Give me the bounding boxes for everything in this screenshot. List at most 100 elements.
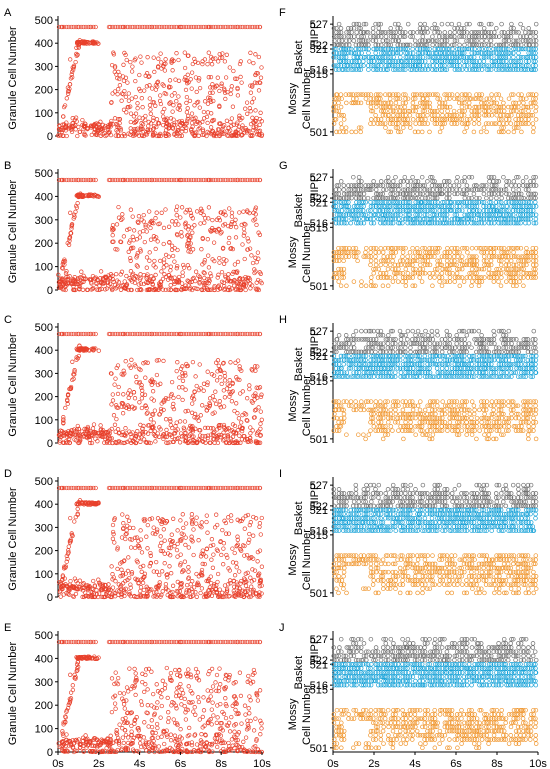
data-point [184, 24, 189, 30]
data-point [479, 38, 484, 43]
data-point [235, 411, 240, 416]
data-point [139, 396, 145, 401]
data-point [125, 227, 130, 233]
data-point [124, 685, 130, 690]
data-point [196, 24, 201, 30]
data-point [410, 46, 415, 52]
data-point [186, 24, 191, 30]
data-point [208, 229, 214, 234]
data-point [151, 420, 156, 425]
data-point [445, 21, 450, 27]
data-point [200, 119, 205, 125]
data-point [194, 594, 199, 599]
panel-letter: B [4, 160, 11, 172]
data-point [68, 210, 73, 215]
data-point [147, 24, 152, 30]
data-point [369, 117, 374, 122]
y-tick-label: 400 [35, 191, 53, 203]
data-point [257, 571, 262, 576]
data-point [257, 521, 263, 526]
data-point [533, 42, 539, 48]
data-point [239, 721, 244, 726]
data-point [183, 717, 189, 722]
y-tick-label: 500 [35, 630, 53, 642]
data-point [108, 24, 113, 30]
data-point [205, 530, 210, 535]
data-point [408, 125, 413, 130]
data-point [135, 106, 140, 111]
data-point [251, 125, 256, 130]
data-point [113, 579, 118, 584]
data-point [196, 695, 201, 700]
data-point [143, 113, 148, 119]
data-point [252, 408, 258, 413]
data-point [117, 83, 123, 88]
data-point [127, 666, 132, 671]
data-point [251, 533, 256, 538]
data-point [214, 133, 219, 139]
data-point [131, 390, 137, 395]
data-point [178, 215, 183, 220]
data-point [171, 717, 176, 722]
data-point [73, 59, 78, 65]
data-point [221, 546, 226, 551]
data-point [464, 63, 470, 68]
data-point [179, 133, 185, 138]
data-point [240, 24, 245, 30]
data-point [114, 416, 119, 422]
data-point [115, 566, 120, 572]
data-point [174, 208, 179, 213]
data-point [488, 42, 494, 48]
data-point [119, 98, 124, 103]
data-point [182, 559, 188, 564]
data-point [70, 69, 75, 74]
data-point [218, 24, 223, 30]
data-point [179, 205, 185, 210]
data-point [405, 117, 410, 122]
data-point [136, 214, 142, 219]
data-point [189, 86, 194, 91]
y-axis-label: Granule Cell Number [7, 26, 19, 130]
data-point [222, 437, 227, 442]
data-point [150, 389, 156, 394]
data-point [245, 396, 250, 401]
data-point [439, 125, 445, 130]
data-point [484, 38, 489, 43]
data-point [215, 579, 220, 585]
data-point [236, 416, 242, 421]
data-point [164, 732, 169, 737]
data-point [250, 115, 255, 120]
y-tick-label: 100 [35, 569, 53, 581]
data-point [230, 24, 235, 30]
data-point [145, 546, 150, 551]
data-point [138, 528, 143, 533]
data-point [112, 701, 118, 706]
data-point [151, 525, 156, 530]
data-point [142, 239, 147, 245]
data-point [407, 121, 413, 126]
data-point [155, 700, 160, 705]
data-point [128, 119, 133, 125]
data-point [226, 223, 231, 229]
data-point [183, 387, 188, 392]
data-point [201, 708, 207, 713]
data-point [223, 96, 228, 102]
data-point [166, 396, 171, 402]
data-point [130, 214, 135, 219]
data-point [125, 735, 131, 740]
data-point [142, 24, 147, 30]
y-tick-label: 100 [35, 724, 53, 736]
data-point [211, 240, 217, 245]
y-tick-label: 200 [35, 85, 53, 97]
data-point [64, 24, 69, 30]
hipp-label: HIPP [309, 22, 321, 48]
data-point [80, 582, 85, 587]
data-point [228, 91, 233, 97]
data-point [257, 132, 262, 138]
data-point [159, 269, 164, 274]
data-point [187, 98, 193, 104]
data-point [530, 129, 536, 135]
data-point [508, 121, 514, 126]
data-point [449, 21, 455, 27]
